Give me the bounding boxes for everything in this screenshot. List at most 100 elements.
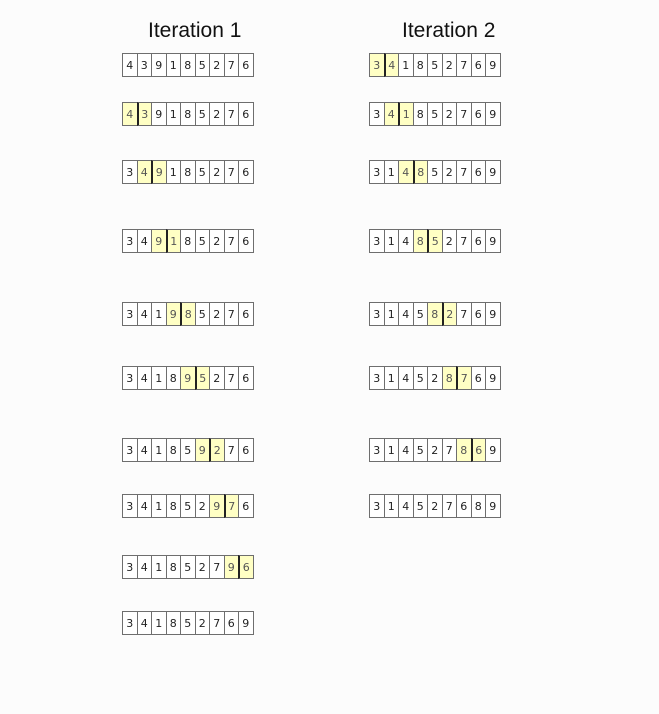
array-cell: 5 bbox=[412, 366, 428, 390]
array-cell: 3 bbox=[122, 611, 138, 635]
array-cell: 1 bbox=[151, 494, 167, 518]
array-cell: 6 bbox=[470, 366, 486, 390]
array-cell: 5 bbox=[194, 229, 210, 253]
array-cell: 5 bbox=[180, 611, 196, 635]
compared-cell: 9 bbox=[194, 438, 210, 462]
compared-cell: 2 bbox=[441, 302, 457, 326]
array-cell: 7 bbox=[441, 494, 457, 518]
array-cell: 5 bbox=[412, 494, 428, 518]
array-cell: 7 bbox=[456, 160, 472, 184]
array-cell: 2 bbox=[209, 366, 225, 390]
array-cell: 4 bbox=[398, 229, 414, 253]
array-cell: 9 bbox=[485, 53, 501, 77]
array-cell: 5 bbox=[194, 53, 210, 77]
array-cell: 2 bbox=[427, 438, 443, 462]
array-cell: 6 bbox=[238, 53, 254, 77]
compared-cell: 8 bbox=[412, 229, 428, 253]
array-cell: 6 bbox=[238, 102, 254, 126]
array-cell: 7 bbox=[456, 102, 472, 126]
array-cell: 5 bbox=[427, 102, 443, 126]
compared-cell: 8 bbox=[412, 160, 428, 184]
array-cell: 1 bbox=[165, 160, 181, 184]
array-cell: 6 bbox=[456, 494, 472, 518]
array-cell: 9 bbox=[238, 611, 254, 635]
array-cell: 6 bbox=[238, 302, 254, 326]
compared-cell: 4 bbox=[136, 160, 152, 184]
array-cell: 5 bbox=[180, 438, 196, 462]
array-cell: 6 bbox=[238, 366, 254, 390]
compared-cell: 6 bbox=[470, 438, 486, 462]
array-cell: 2 bbox=[209, 102, 225, 126]
array-cell: 6 bbox=[238, 229, 254, 253]
array-cell: 7 bbox=[223, 160, 239, 184]
array-cell: 3 bbox=[122, 160, 138, 184]
array-cell: 5 bbox=[427, 53, 443, 77]
compared-cell: 4 bbox=[398, 160, 414, 184]
array-cell: 1 bbox=[398, 53, 414, 77]
array-cell: 7 bbox=[223, 366, 239, 390]
array-cell: 2 bbox=[194, 611, 210, 635]
array-cell: 1 bbox=[383, 160, 399, 184]
array-cell: 1 bbox=[383, 302, 399, 326]
compared-cell: 8 bbox=[456, 438, 472, 462]
array-cell: 9 bbox=[151, 102, 167, 126]
array-cell: 4 bbox=[136, 302, 152, 326]
array-cell: 1 bbox=[165, 102, 181, 126]
compared-cell: 9 bbox=[209, 494, 225, 518]
array-cell: 1 bbox=[151, 366, 167, 390]
array-cell: 1 bbox=[383, 366, 399, 390]
array-cell: 9 bbox=[151, 53, 167, 77]
array-cell: 8 bbox=[165, 494, 181, 518]
array-cell: 6 bbox=[470, 302, 486, 326]
compared-cell: 2 bbox=[209, 438, 225, 462]
array-cell: 6 bbox=[470, 160, 486, 184]
array-cell: 7 bbox=[223, 102, 239, 126]
array-cell: 7 bbox=[456, 302, 472, 326]
array-cell: 4 bbox=[136, 438, 152, 462]
array-cell: 3 bbox=[369, 229, 385, 253]
array-cell: 8 bbox=[470, 494, 486, 518]
array-cell: 4 bbox=[136, 494, 152, 518]
array-cell: 3 bbox=[369, 302, 385, 326]
array-cell: 3 bbox=[122, 494, 138, 518]
array-cell: 3 bbox=[369, 102, 385, 126]
array-cell: 4 bbox=[136, 555, 152, 579]
compared-cell: 3 bbox=[369, 53, 385, 77]
array-cell: 1 bbox=[383, 438, 399, 462]
array-cell: 8 bbox=[165, 366, 181, 390]
iteration-1-title: Iteration 1 bbox=[148, 19, 242, 42]
array-cell: 4 bbox=[136, 611, 152, 635]
array-cell: 4 bbox=[398, 494, 414, 518]
array-cell: 9 bbox=[485, 366, 501, 390]
compared-cell: 4 bbox=[383, 102, 399, 126]
array-cell: 8 bbox=[412, 102, 428, 126]
array-cell: 2 bbox=[209, 53, 225, 77]
compared-cell: 9 bbox=[180, 366, 196, 390]
array-cell: 4 bbox=[398, 302, 414, 326]
array-cell: 8 bbox=[180, 102, 196, 126]
array-cell: 2 bbox=[441, 102, 457, 126]
array-cell: 4 bbox=[398, 366, 414, 390]
compared-cell: 4 bbox=[122, 102, 138, 126]
array-cell: 4 bbox=[122, 53, 138, 77]
array-cell: 2 bbox=[441, 53, 457, 77]
array-cell: 8 bbox=[165, 555, 181, 579]
array-cell: 3 bbox=[122, 366, 138, 390]
array-cell: 1 bbox=[383, 229, 399, 253]
array-cell: 9 bbox=[485, 438, 501, 462]
array-cell: 1 bbox=[151, 302, 167, 326]
array-cell: 2 bbox=[209, 160, 225, 184]
array-cell: 3 bbox=[122, 229, 138, 253]
array-cell: 5 bbox=[427, 160, 443, 184]
array-cell: 6 bbox=[470, 102, 486, 126]
array-cell: 3 bbox=[369, 366, 385, 390]
compared-cell: 1 bbox=[165, 229, 181, 253]
